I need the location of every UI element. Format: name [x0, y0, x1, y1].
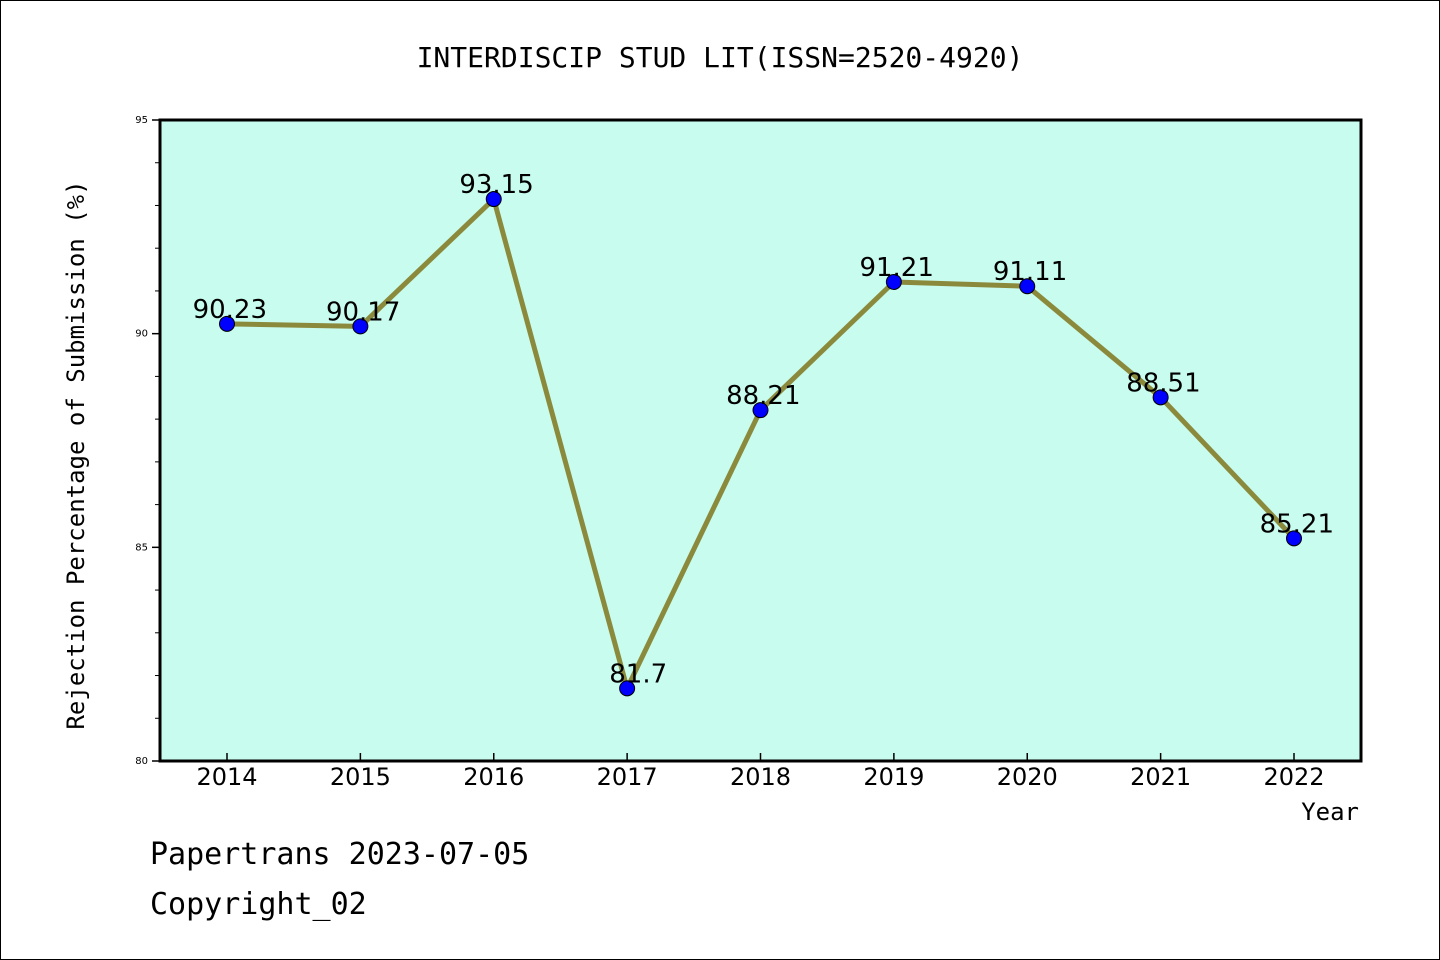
y-tick-label: 80 [135, 756, 148, 767]
y-axis-ticks: 80 85 90 95 [135, 115, 160, 767]
data-labels: 90.23 90.17 93.15 81.7 88.21 91.21 91.11 88.51 8… [193, 170, 1334, 689]
data-label: 90.17 [326, 297, 400, 327]
x-tick-label: 2014 [196, 763, 257, 791]
x-axis-ticks: 2014 2015 2016 2017 2018 2019 2020 2021 2022 [196, 753, 1325, 791]
data-point [619, 680, 636, 697]
chart-title: INTERDISCIP STUD LIT(ISSN=2520-4920) [417, 41, 1024, 74]
x-tick-label: 2015 [330, 763, 391, 791]
data-label: 93.15 [459, 170, 533, 200]
data-point [1019, 278, 1036, 295]
x-tick-label: 2017 [597, 763, 658, 791]
data-label: 91.11 [993, 257, 1067, 287]
x-tick-label: 2018 [730, 763, 791, 791]
series-markers [219, 191, 1302, 697]
x-tick-label: 2021 [1130, 763, 1191, 791]
data-point [219, 315, 235, 332]
y-tick-label: 95 [135, 115, 148, 126]
footer-copyright: Copyright_02 [150, 887, 367, 922]
data-point [485, 191, 502, 208]
data-point [1152, 389, 1169, 406]
y-axis-label: Rejection Percentage of Submission (%) [62, 180, 90, 729]
plot-border [158, 118, 1363, 763]
data-point [752, 402, 769, 419]
data-label: 91.21 [859, 253, 933, 283]
x-axis-label: Year [1301, 798, 1359, 826]
plot-area [160, 120, 1361, 761]
data-label: 81.7 [609, 659, 667, 689]
data-label: 85.21 [1260, 509, 1334, 539]
x-tick-label: 2020 [997, 763, 1058, 791]
x-tick-label: 2016 [463, 763, 524, 791]
x-tick-label: 2022 [1263, 763, 1324, 791]
x-tick-label: 2019 [863, 763, 924, 791]
data-point [352, 318, 369, 335]
data-label: 88.21 [726, 381, 800, 411]
data-label: 90.23 [193, 295, 267, 325]
data-point [885, 273, 902, 290]
data-point [1286, 530, 1302, 547]
y-tick-label: 90 [135, 329, 148, 340]
footer-date: Papertrans 2023-07-05 [150, 837, 529, 872]
data-label: 88.51 [1126, 368, 1200, 398]
y-tick-label: 85 [135, 542, 148, 553]
